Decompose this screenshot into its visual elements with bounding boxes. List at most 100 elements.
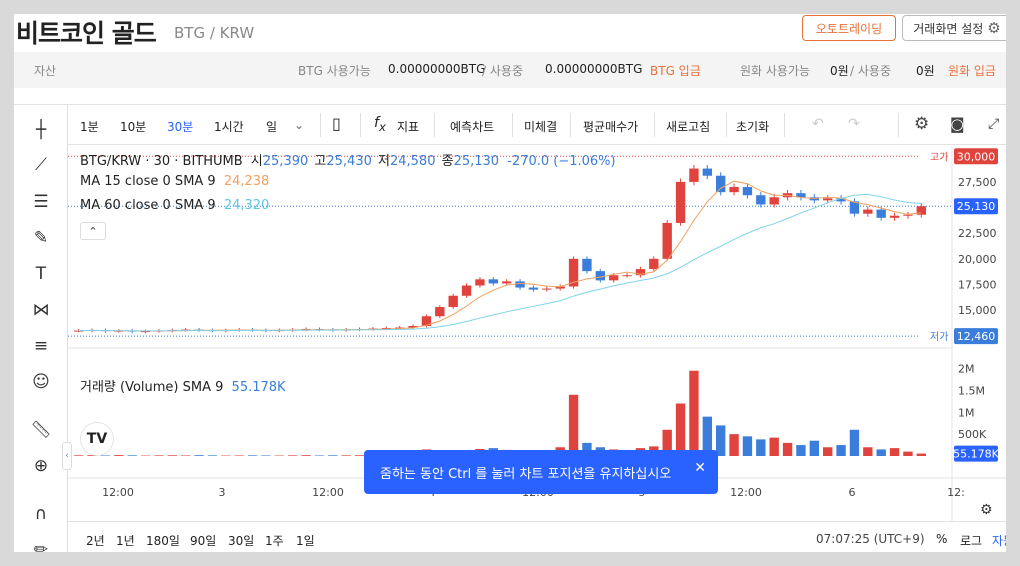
time-tick-label: 12:00 [102,486,134,499]
log-toggle[interactable]: 로그 [960,534,983,548]
camera-icon[interactable]: ◙ [950,115,965,133]
zoom-hint-toast: 줌하는 동안 Ctrl 를 눌러 차트 포지션을 유지하십시오 ✕ [364,450,718,494]
last-price-badge-bg [954,198,998,215]
range-1w[interactable]: 1주 [265,534,284,548]
candle-body [836,198,846,202]
candle-body [729,187,739,193]
fib-lines-icon[interactable]: ☰ [33,192,49,212]
expand-toolbar-handle[interactable]: ‹ [62,442,72,470]
volume-tick-label: 1M [958,406,975,419]
close-label: 종 [441,154,454,169]
chart-settings-icon[interactable]: ⚙ [980,502,993,518]
candle-body [649,258,659,270]
volume-last-badge-bg [954,445,998,462]
krw-deposit-link[interactable]: 원화 입금 [948,64,996,78]
candle-body [863,209,873,214]
range-30d[interactable]: 30일 [228,534,255,548]
toolbar-divider [434,113,435,137]
ma15-legend: MA 15 close 0 SMA 9 24,238 [80,174,269,189]
close-icon[interactable]: ✕ [694,460,706,476]
clock-readout: 07:07:25 (UTC+9) [816,532,925,546]
autotrade-button[interactable]: 오토트레이딩 [802,15,896,41]
screen-settings-button[interactable]: 거래화면 설정 ⚙ [902,15,1006,41]
krw-inuse-label: / 사용중 [850,64,891,78]
interval-10m[interactable]: 10분 [120,120,147,134]
collapse-legend-button[interactable]: ⌃ [80,222,106,240]
text-icon[interactable]: T [35,264,47,284]
volume-bar [261,455,271,456]
fullscreen-icon[interactable]: ⤢ [988,116,1000,132]
zoom-icon[interactable]: ⊕ [33,456,49,476]
avg-price-button[interactable]: 평균매수가 [583,120,639,134]
toolbar-divider [654,113,655,137]
interval-1h[interactable]: 1시간 [214,120,244,134]
function-icon[interactable]: fx [374,115,386,134]
emoji-icon[interactable]: ☺ [32,372,50,392]
candle-body [528,287,539,290]
candle-body [796,193,806,198]
open-value: 25,390 [262,154,309,169]
range-90d[interactable]: 90일 [190,534,217,548]
unfilled-button[interactable]: 미체결 [524,120,558,134]
candle-body [742,187,753,196]
redo-icon[interactable]: ↷ [848,116,860,132]
range-1d[interactable]: 1일 [296,534,315,548]
interval-day[interactable]: 일 [266,120,278,134]
volume-label: 거래량 (Volume) SMA 9 [80,380,224,395]
last-price-badge: 25,130 [957,200,996,213]
candle-body [823,198,833,201]
tradingview-logo[interactable]: TV [80,422,114,456]
candle-body [635,269,646,276]
screen-settings-label: 거래화면 설정 [913,21,984,36]
volume-last-badge: 55.178K [953,448,999,461]
reset-button[interactable]: 초기화 [736,120,770,134]
candle-body [74,330,84,332]
volume-bar [341,455,351,456]
chevron-down-icon[interactable]: ⌄ [294,118,305,132]
price-tick-label: 22,500 [958,227,997,240]
range-bar: 2년 1년 180일 90일 30일 1주 1일 07:07:25 (UTC+9… [68,521,1006,552]
volume-bar [662,429,672,456]
indicator-button[interactable]: 지표 [397,120,420,134]
range-1y[interactable]: 1년 [116,534,135,548]
candle-body [435,307,445,317]
time-tick-label: 12:00 [730,486,762,499]
undo-icon[interactable]: ↶ [812,116,824,132]
prediction-icon[interactable]: ≡ [33,336,49,356]
refresh-button[interactable]: 새로고침 [666,120,711,134]
btg-deposit-link[interactable]: BTG 입금 [650,64,701,78]
settings-icon[interactable]: ⚙ [914,114,930,134]
candle-type-icon[interactable]: ▯ [332,114,341,133]
volume-bar [756,439,766,456]
candle-body [916,206,926,215]
volume-tick-label: 500K [958,428,987,441]
volume-bar [74,455,84,456]
volume-bar [782,442,793,456]
asset-bar: 자산 BTG 사용가능 0.00000000BTG / 사용중 0.000000… [14,52,1006,88]
candle-body [582,258,592,272]
trendline-icon[interactable]: ⟋ [35,155,47,175]
candle-body [395,327,405,329]
krw-inuse-value: 0원 [916,64,935,78]
range-2y[interactable]: 2년 [86,534,105,548]
candle-body [609,275,619,281]
range-180d[interactable]: 180일 [146,534,180,548]
ruler-icon[interactable]: 📏︎ [30,420,52,440]
ma60-line [78,193,922,332]
volume-bar [301,455,311,456]
interval-30m[interactable]: 30분 [167,120,194,134]
coin-name: 비트코인 골드 [16,19,157,48]
brush-icon[interactable]: ✎ [33,228,49,248]
forecast-button[interactable]: 예측차트 [450,120,495,134]
pattern-icon[interactable]: ⋈ [32,300,50,320]
low-value: 24,580 [389,154,436,169]
chart-area[interactable]: 27,50025,00022,50020,00017,50015,0002M1.… [62,146,1006,521]
percent-toggle[interactable]: % [936,532,948,546]
magnet-icon[interactable]: ∩ [34,504,48,524]
interval-1m[interactable]: 1분 [80,120,99,134]
candle-body [889,215,900,218]
auto-toggle[interactable]: 자동 [992,534,1006,548]
pencil-icon[interactable]: ✏ [33,540,49,552]
volume-bar [823,447,833,456]
crosshair-icon[interactable]: ┼ [35,120,47,140]
